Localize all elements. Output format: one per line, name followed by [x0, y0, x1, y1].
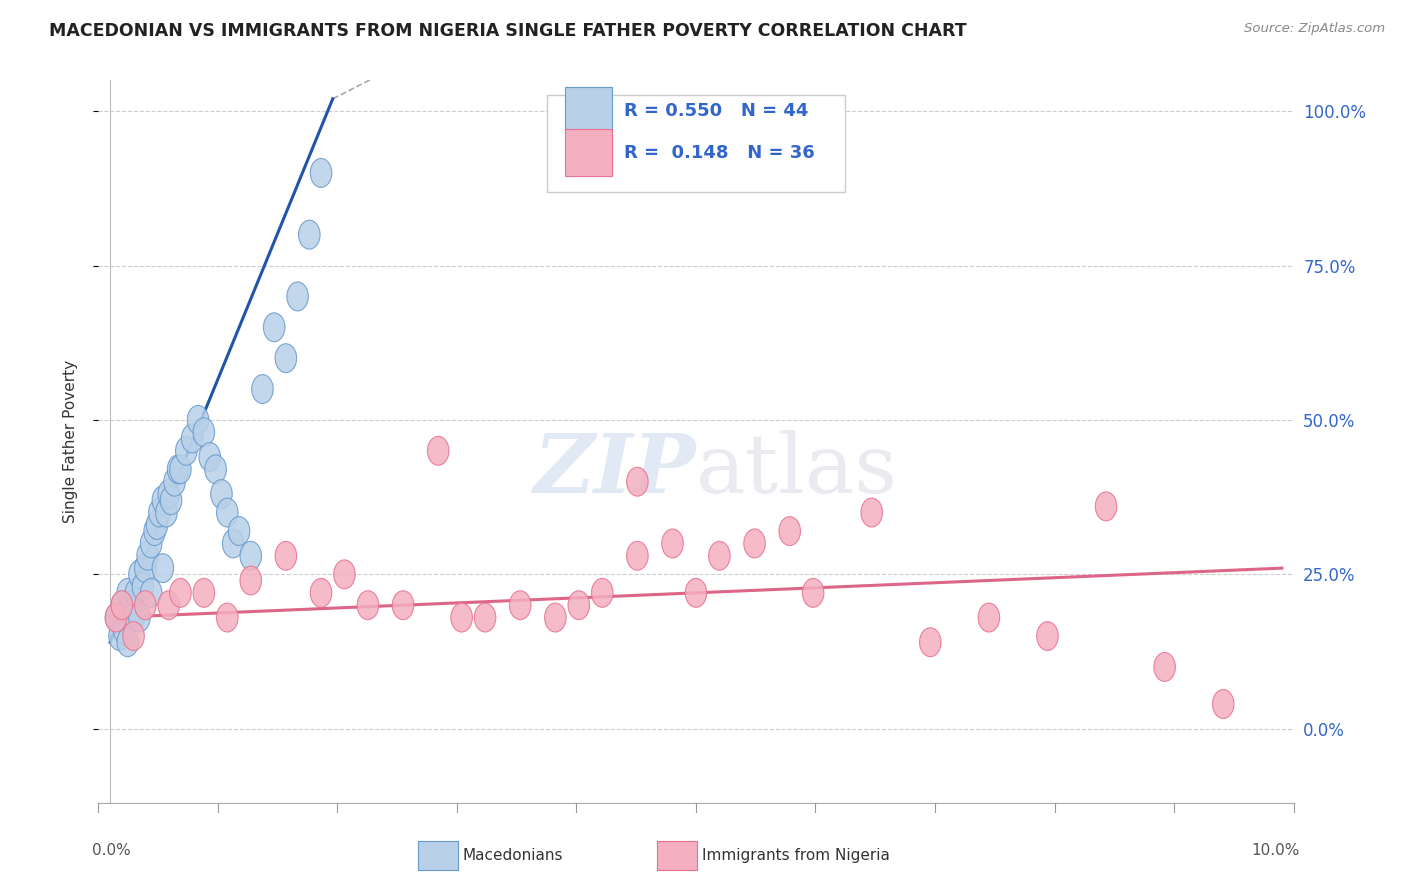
- Ellipse shape: [157, 591, 180, 620]
- Ellipse shape: [276, 343, 297, 373]
- Ellipse shape: [211, 480, 232, 508]
- Ellipse shape: [149, 498, 170, 527]
- Ellipse shape: [744, 529, 765, 558]
- Ellipse shape: [1095, 491, 1116, 521]
- Ellipse shape: [157, 480, 180, 508]
- FancyBboxPatch shape: [418, 841, 458, 870]
- Ellipse shape: [122, 622, 145, 650]
- Ellipse shape: [193, 578, 215, 607]
- Ellipse shape: [217, 498, 238, 527]
- Ellipse shape: [451, 603, 472, 632]
- Ellipse shape: [592, 578, 613, 607]
- Ellipse shape: [263, 313, 285, 342]
- Ellipse shape: [117, 578, 138, 607]
- Ellipse shape: [568, 591, 589, 620]
- Ellipse shape: [357, 591, 378, 620]
- Ellipse shape: [685, 578, 707, 607]
- Ellipse shape: [187, 406, 208, 434]
- Y-axis label: Single Father Poverty: Single Father Poverty: [63, 360, 77, 523]
- Ellipse shape: [509, 591, 531, 620]
- FancyBboxPatch shape: [657, 841, 697, 870]
- Ellipse shape: [152, 554, 173, 582]
- Ellipse shape: [544, 603, 567, 632]
- Text: R = 0.550   N = 44: R = 0.550 N = 44: [624, 102, 808, 120]
- Ellipse shape: [111, 591, 132, 620]
- Ellipse shape: [979, 603, 1000, 632]
- Ellipse shape: [240, 541, 262, 570]
- Ellipse shape: [135, 554, 156, 582]
- Ellipse shape: [920, 628, 941, 657]
- Text: Macedonians: Macedonians: [463, 848, 564, 863]
- Ellipse shape: [333, 560, 356, 589]
- Ellipse shape: [129, 560, 150, 589]
- Text: 0.0%: 0.0%: [93, 843, 131, 857]
- Ellipse shape: [165, 467, 186, 496]
- Ellipse shape: [136, 541, 159, 570]
- Ellipse shape: [803, 578, 824, 607]
- Ellipse shape: [170, 455, 191, 483]
- Ellipse shape: [205, 455, 226, 483]
- Ellipse shape: [108, 622, 131, 650]
- Ellipse shape: [222, 529, 243, 558]
- Ellipse shape: [276, 541, 297, 570]
- Ellipse shape: [427, 436, 449, 466]
- Ellipse shape: [240, 566, 262, 595]
- Ellipse shape: [193, 417, 215, 447]
- Text: atlas: atlas: [696, 431, 898, 510]
- Text: MACEDONIAN VS IMMIGRANTS FROM NIGERIA SINGLE FATHER POVERTY CORRELATION CHART: MACEDONIAN VS IMMIGRANTS FROM NIGERIA SI…: [49, 22, 967, 40]
- Ellipse shape: [311, 159, 332, 187]
- Ellipse shape: [1154, 652, 1175, 681]
- Ellipse shape: [111, 591, 132, 620]
- Ellipse shape: [167, 455, 188, 483]
- Ellipse shape: [132, 572, 153, 601]
- Ellipse shape: [170, 578, 191, 607]
- Ellipse shape: [105, 603, 127, 632]
- FancyBboxPatch shape: [547, 95, 845, 193]
- Ellipse shape: [662, 529, 683, 558]
- Ellipse shape: [152, 486, 173, 515]
- Ellipse shape: [311, 578, 332, 607]
- Ellipse shape: [146, 510, 167, 540]
- Ellipse shape: [627, 541, 648, 570]
- Ellipse shape: [228, 516, 250, 546]
- Ellipse shape: [105, 603, 127, 632]
- Ellipse shape: [135, 591, 156, 620]
- Ellipse shape: [298, 220, 321, 249]
- Ellipse shape: [143, 516, 166, 546]
- Text: 10.0%: 10.0%: [1251, 843, 1299, 857]
- Ellipse shape: [200, 442, 221, 472]
- Ellipse shape: [860, 498, 883, 527]
- Ellipse shape: [287, 282, 308, 311]
- Ellipse shape: [141, 529, 162, 558]
- Ellipse shape: [1036, 622, 1059, 650]
- FancyBboxPatch shape: [565, 128, 613, 176]
- Text: R =  0.148   N = 36: R = 0.148 N = 36: [624, 144, 815, 161]
- Ellipse shape: [627, 467, 648, 496]
- Ellipse shape: [156, 498, 177, 527]
- Ellipse shape: [217, 603, 238, 632]
- Text: Immigrants from Nigeria: Immigrants from Nigeria: [702, 848, 890, 863]
- FancyBboxPatch shape: [565, 87, 613, 134]
- Ellipse shape: [114, 615, 135, 644]
- Ellipse shape: [176, 436, 197, 466]
- Ellipse shape: [1212, 690, 1234, 718]
- Ellipse shape: [121, 591, 142, 620]
- Ellipse shape: [129, 603, 150, 632]
- Ellipse shape: [141, 578, 162, 607]
- Ellipse shape: [779, 516, 800, 546]
- Text: ZIP: ZIP: [533, 431, 696, 510]
- Ellipse shape: [117, 628, 138, 657]
- Ellipse shape: [160, 486, 181, 515]
- Ellipse shape: [392, 591, 413, 620]
- Ellipse shape: [181, 424, 202, 453]
- Ellipse shape: [474, 603, 496, 632]
- Ellipse shape: [252, 375, 273, 403]
- Text: Source: ZipAtlas.com: Source: ZipAtlas.com: [1244, 22, 1385, 36]
- Ellipse shape: [709, 541, 730, 570]
- Ellipse shape: [125, 578, 146, 607]
- Ellipse shape: [122, 603, 145, 632]
